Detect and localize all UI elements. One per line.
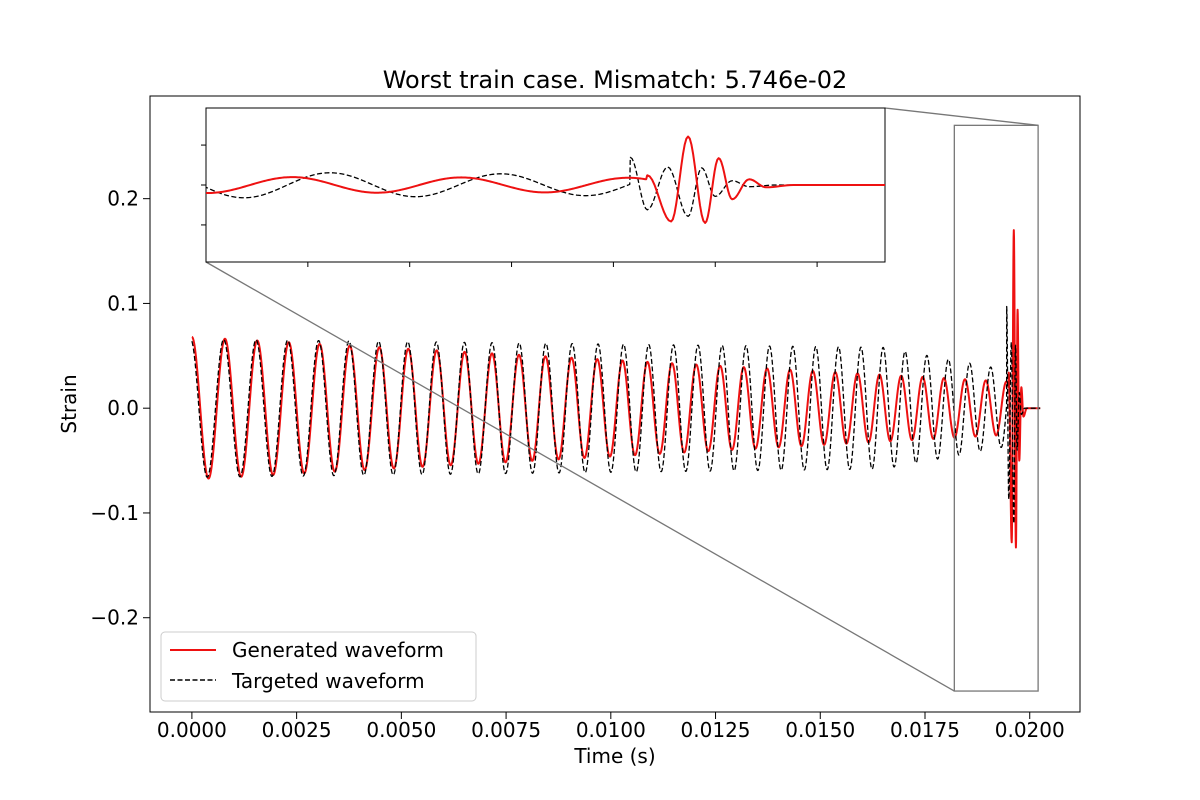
x-axis-label: Time (s) [573,744,655,768]
x-tick-label: 0.0150 [785,718,855,742]
x-tick-label: 0.0000 [157,718,227,742]
legend: Generated waveform Targeted waveform [160,631,477,702]
legend-box [160,631,477,702]
inset-series-line-generated [206,135,885,224]
zoom-region-box [953,124,1039,692]
chart-title: Worst train case. Mismatch: 5.746e-02 [383,66,848,94]
legend-label-generated: Generated waveform [232,638,444,662]
zoom-connector-top [884,107,1039,126]
x-tick-label: 0.0125 [681,718,751,742]
x-tick-label: 0.0200 [995,718,1065,742]
series-line-generated [191,229,1041,549]
y-tick-label: 0.1 [107,291,139,315]
y-tick-label: 0.2 [107,187,139,211]
zoom-connector-bottom [205,261,955,692]
legend-label-targeted: Targeted waveform [231,669,425,693]
x-tick-label: 0.0075 [471,718,541,742]
x-tick-label: 0.0050 [366,718,436,742]
main-plot-frame [149,95,1081,713]
series-line-targeted [191,305,1041,525]
y-axis-label: Strain [57,374,81,433]
y-tick-label: 0.0 [107,396,139,420]
y-tick-label: −0.1 [90,501,139,525]
y-tick-label: −0.2 [90,606,139,630]
inset-series-line-targeted [206,156,885,218]
x-tick-label: 0.0025 [262,718,332,742]
x-tick-label: 0.0100 [576,718,646,742]
x-tick-label: 0.0175 [890,718,960,742]
